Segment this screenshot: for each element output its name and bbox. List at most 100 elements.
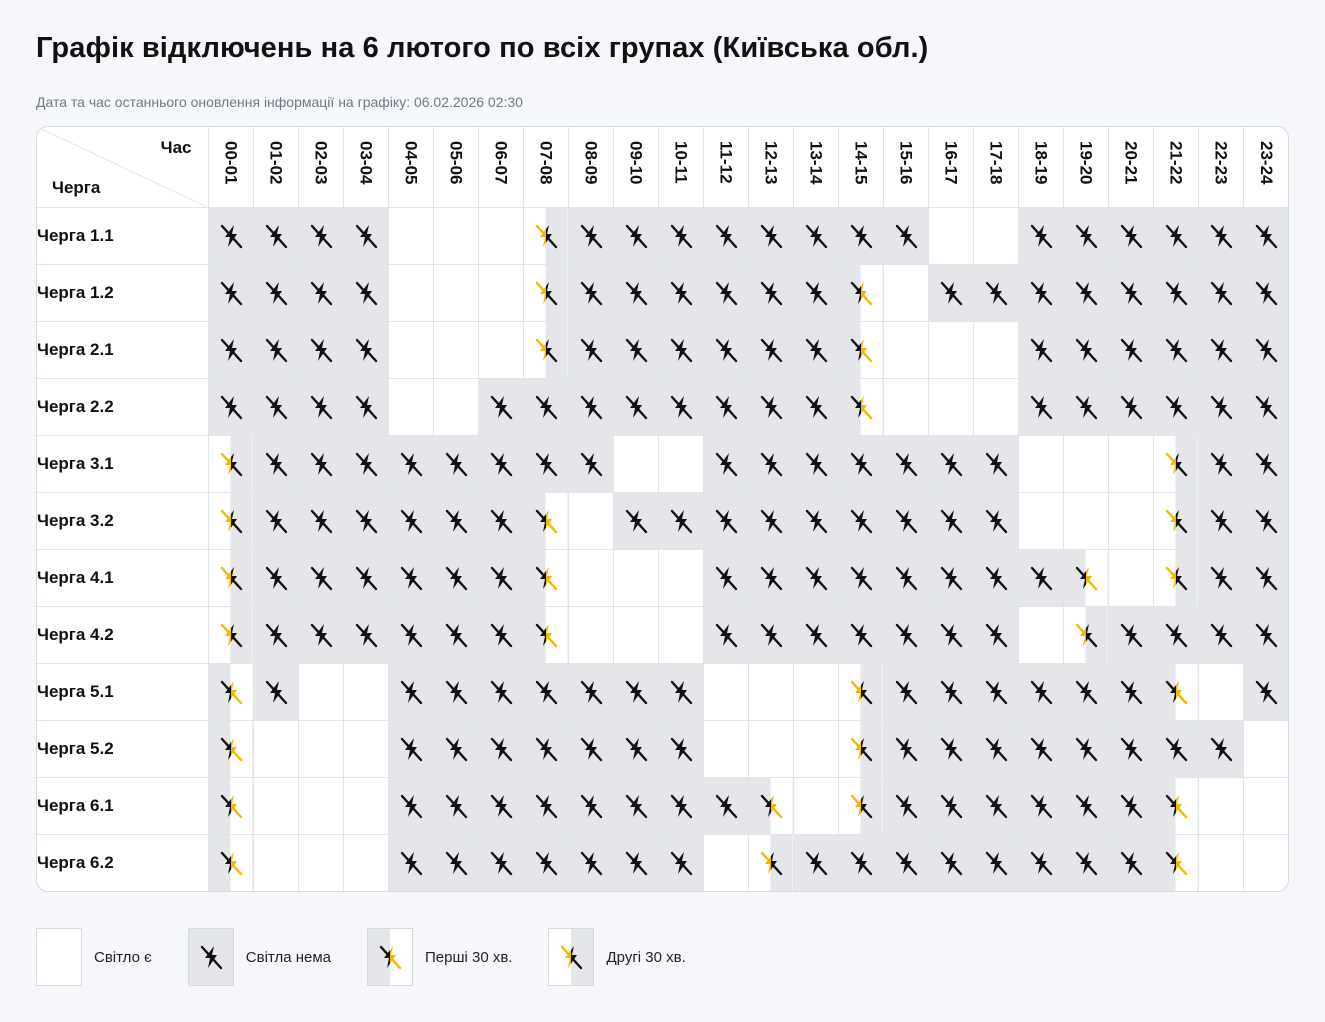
schedule-cell-on: [1242, 720, 1288, 778]
no-power-icon: [1120, 395, 1142, 420]
schedule-cell-off: [387, 606, 434, 664]
schedule-cell-off: [837, 435, 884, 493]
schedule-cell-on: [252, 777, 299, 835]
no-power-icon: [265, 680, 287, 705]
hour-label: 01-02: [266, 141, 286, 185]
schedule-cell-off: [702, 207, 749, 265]
schedule-cell-off: [747, 321, 794, 379]
no-power-icon: [985, 737, 1007, 762]
schedule-cell-second-30: [522, 321, 569, 379]
schedule-cell-off: [522, 378, 569, 436]
no-power-icon: [1120, 851, 1142, 876]
schedule-cell-off: [657, 777, 704, 835]
schedule-cell-off: [837, 606, 884, 664]
no-power-icon: [310, 509, 332, 534]
schedule-cell-off: [342, 492, 389, 550]
no-power-icon: [1255, 224, 1277, 249]
no-power-icon: [1075, 338, 1097, 363]
schedule-cell-on: [477, 207, 524, 265]
no-power-icon: [805, 281, 827, 306]
no-power-icon: [400, 509, 422, 534]
schedule-cell-on: [252, 834, 299, 891]
schedule-cell-off: [1242, 264, 1288, 322]
no-power-icon: [985, 794, 1007, 819]
no-power-icon: [1210, 281, 1232, 306]
no-power-icon: [1030, 851, 1052, 876]
schedule-cell-off: [702, 378, 749, 436]
schedule-cell-on: [657, 606, 704, 664]
schedule-cell-off: [927, 606, 974, 664]
no-power-icon: [490, 509, 512, 534]
schedule-cell-off: [792, 435, 839, 493]
second-half-outage-icon: [535, 224, 557, 249]
no-power-icon: [805, 338, 827, 363]
no-power-icon: [310, 338, 332, 363]
schedule-cell-off: [1197, 435, 1244, 493]
schedule-cell-on: [342, 834, 389, 891]
second-half-outage-icon: [1165, 566, 1187, 591]
schedule-cell-second-30: [747, 834, 794, 891]
schedule-cell-first-30: [1152, 777, 1199, 835]
hour-label: 11-12: [716, 141, 736, 184]
hour-column-header: 00-01: [207, 127, 254, 208]
no-power-icon: [850, 452, 872, 477]
no-power-icon: [715, 338, 737, 363]
no-power-icon: [1255, 338, 1277, 363]
schedule-cell-first-30: [1152, 834, 1199, 891]
second-half-outage-icon: [561, 945, 583, 970]
second-half-outage-icon: [220, 452, 242, 477]
hour-label: 20-21: [1121, 141, 1141, 185]
hour-column-header: 15-16: [882, 127, 929, 208]
schedule-cell-on: [747, 663, 794, 721]
schedule-cell-off: [207, 264, 254, 322]
schedule-cell-on: [1197, 663, 1244, 721]
hour-label: 04-05: [401, 141, 421, 185]
schedule-cell-off: [477, 720, 524, 778]
no-power-icon: [1210, 737, 1232, 762]
queue-label: Черга 4.1: [37, 549, 209, 607]
schedule-cell-off: [927, 663, 974, 721]
first-half-outage-icon: [220, 794, 242, 819]
no-power-icon: [670, 395, 692, 420]
schedule-cell-off: [297, 549, 344, 607]
schedule-cell-off: [972, 264, 1019, 322]
schedule-cell-off: [657, 720, 704, 778]
second-half-outage-icon: [850, 680, 872, 705]
schedule-cell-off: [1242, 663, 1288, 721]
schedule-cell-on: [882, 264, 929, 322]
schedule-cell-on: [612, 549, 659, 607]
no-power-icon: [445, 623, 467, 648]
page-title: Графік відключень на 6 лютого по всіх гр…: [36, 32, 929, 64]
schedule-cell-off: [612, 378, 659, 436]
schedule-cell-off: [477, 378, 524, 436]
schedule-cell-second-30: [1152, 549, 1199, 607]
schedule-cell-first-30: [207, 777, 254, 835]
schedule-cell-off: [612, 834, 659, 891]
schedule-cell-off: [882, 606, 929, 664]
schedule-cell-on: [1062, 435, 1109, 493]
schedule-cell-off: [747, 492, 794, 550]
schedule-cell-off: [1107, 777, 1154, 835]
no-power-icon: [715, 566, 737, 591]
first-half-outage-icon: [1075, 566, 1097, 591]
schedule-cell-off: [792, 549, 839, 607]
schedule-cell-off: [1107, 720, 1154, 778]
schedule-cell-off: [432, 435, 479, 493]
schedule-cell-off: [837, 549, 884, 607]
no-power-icon: [535, 680, 557, 705]
no-power-icon: [1210, 509, 1232, 534]
schedule-cell-on: [432, 207, 479, 265]
schedule-cell-off: [927, 435, 974, 493]
schedule-cell-off: [387, 663, 434, 721]
no-power-icon: [1210, 623, 1232, 648]
schedule-cell-off: [1107, 207, 1154, 265]
no-power-icon: [715, 281, 737, 306]
schedule-cell-off: [612, 321, 659, 379]
no-power-icon: [625, 680, 647, 705]
no-power-icon: [1120, 680, 1142, 705]
no-power-icon: [805, 224, 827, 249]
schedule-cell-off: [567, 777, 614, 835]
no-power-icon: [355, 395, 377, 420]
no-power-icon: [1210, 566, 1232, 591]
no-power-icon: [355, 452, 377, 477]
